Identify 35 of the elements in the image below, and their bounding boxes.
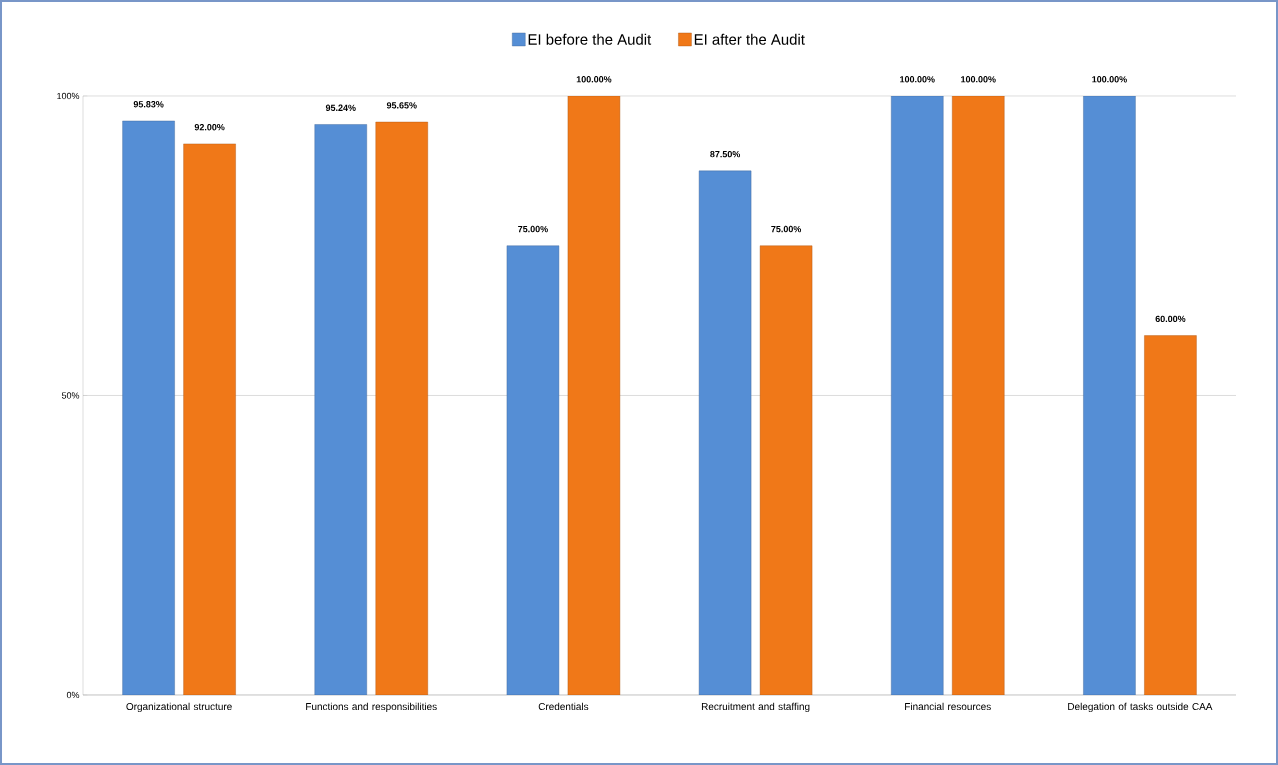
data-label: 100.00%: [1092, 76, 1127, 83]
data-label: 60.00%: [1155, 315, 1186, 323]
data-label: 95.24%: [325, 104, 356, 111]
bar: [1144, 335, 1197, 695]
bar: [952, 95, 1005, 695]
x-tick-label: Delegation of tasks outside CAA: [1068, 702, 1213, 713]
data-label: 100.00%: [961, 76, 996, 83]
bar: [891, 95, 944, 695]
x-tick-label: Financial resources: [905, 702, 991, 711]
bar: [759, 245, 813, 695]
x-tick-label: Functions and responsibilities: [306, 702, 437, 713]
data-label: 100.00%: [576, 76, 612, 83]
data-label: 75.00%: [771, 225, 802, 233]
bar: [1083, 95, 1136, 695]
data-label: 100.00%: [900, 76, 935, 83]
legend-label: EI before the Audit: [528, 33, 652, 45]
bar: [698, 170, 752, 695]
bar: [183, 143, 236, 695]
bar: [122, 120, 175, 695]
data-label: 95.83%: [133, 101, 164, 108]
data-label: 75.00%: [518, 225, 548, 233]
y-tick-label: 50%: [61, 392, 80, 399]
y-tick-label: 100%: [57, 92, 80, 100]
data-label: 95.65%: [386, 102, 417, 109]
y-tick-label: 0%: [66, 691, 80, 699]
bar: [314, 124, 367, 695]
x-tick-label: Credentials: [538, 702, 589, 711]
bar: [506, 245, 560, 695]
bar: [567, 95, 621, 695]
data-label: 87.50%: [710, 150, 741, 158]
data-label: 92.00%: [194, 124, 225, 131]
legend-label: EI after the Audit: [694, 33, 805, 45]
x-tick-label: Recruitment and staffing: [701, 702, 810, 713]
bar: [375, 121, 428, 695]
x-tick-label: Organizational structure: [126, 702, 232, 713]
